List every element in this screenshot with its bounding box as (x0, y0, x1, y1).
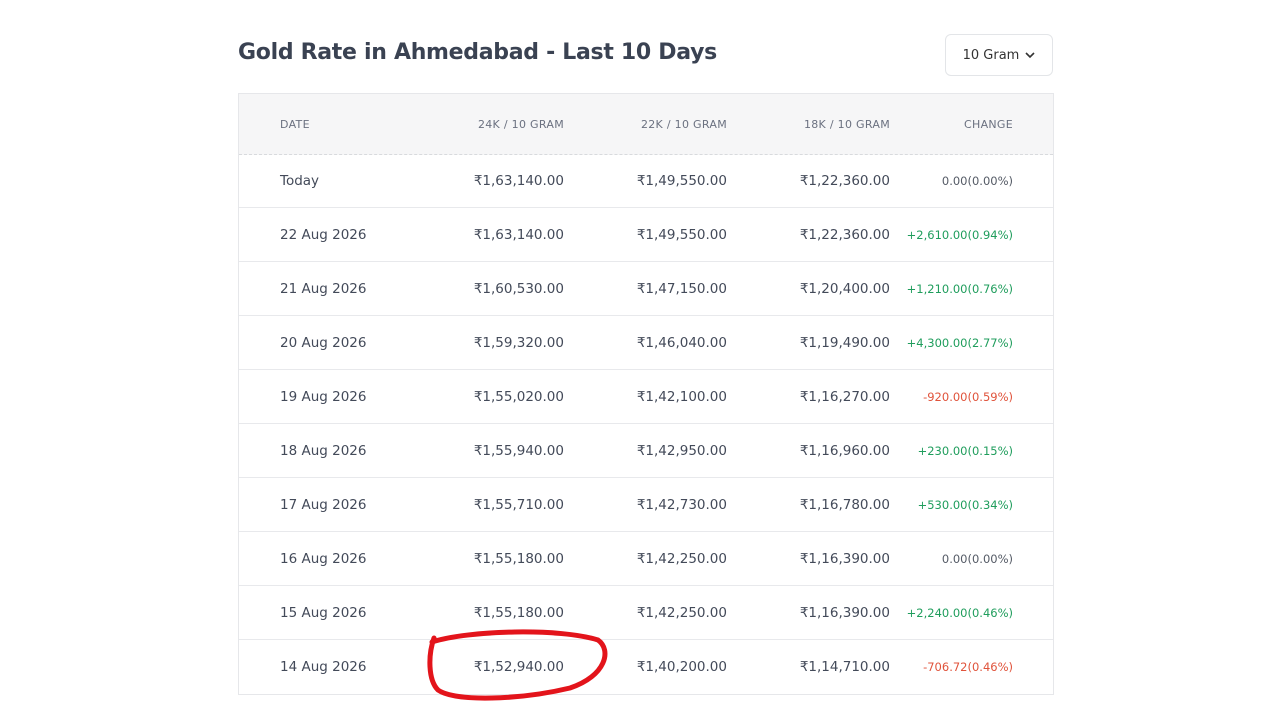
change-cell: +2,240.00(0.46%) (906, 605, 1013, 620)
rate-cell: ₹1,55,020.00 (473, 388, 564, 405)
change-cell: +2,610.00(0.94%) (906, 227, 1013, 242)
column-header: DATE (280, 117, 310, 131)
rate-cell: ₹1,46,040.00 (636, 334, 727, 351)
rate-cell: ₹1,42,100.00 (636, 388, 727, 405)
table-row: 20 Aug 2026 ₹1,59,320.00 ₹1,46,040.00 ₹1,19… (239, 316, 1053, 370)
rate-cell: ₹1,59,320.00 (473, 334, 564, 351)
rate-cell: ₹1,19,490.00 (799, 334, 890, 351)
table-row: 17 Aug 2026 ₹1,55,710.00 ₹1,42,730.00 ₹1,16… (239, 478, 1053, 532)
change-cell: -920.00(0.59%) (923, 389, 1013, 404)
rate-cell: ₹1,16,960.00 (799, 442, 890, 459)
rate-cell: ₹1,49,550.00 (636, 226, 727, 243)
rate-cell: ₹1,16,390.00 (799, 604, 890, 621)
rate-cell: ₹1,42,730.00 (636, 496, 727, 513)
rate-cell: ₹1,55,940.00 (473, 442, 564, 459)
change-cell: +4,300.00(2.77%) (906, 335, 1013, 350)
date-cell: 16 Aug 2026 (280, 550, 367, 567)
rate-cell: ₹1,55,180.00 (473, 604, 564, 621)
page-title: Gold Rate in Ahmedabad - Last 10 Days (238, 40, 717, 65)
rate-cell: ₹1,52,940.00 (473, 659, 564, 675)
rate-cell: ₹1,47,150.00 (636, 280, 727, 297)
table-row: 18 Aug 2026 ₹1,55,940.00 ₹1,42,950.00 ₹1,16… (239, 424, 1053, 478)
change-cell: 0.00(0.00%) (941, 551, 1013, 566)
date-cell: 20 Aug 2026 (280, 334, 367, 351)
change-cell: +230.00(0.15%) (917, 443, 1013, 458)
rate-cell: ₹1,55,710.00 (473, 496, 564, 513)
date-cell: 14 Aug 2026 (280, 659, 367, 675)
table-row: 22 Aug 2026 ₹1,63,140.00 ₹1,49,550.00 ₹1,22… (239, 208, 1053, 262)
rate-cell: ₹1,42,250.00 (636, 604, 727, 621)
unit-dropdown[interactable]: 10 Gram (945, 34, 1053, 76)
column-header: 22K / 10 GRAM (640, 117, 727, 131)
table-row: Today ₹1,63,140.00 ₹1,49,550.00 ₹1,22,360.0… (239, 154, 1053, 208)
rate-cell: ₹1,63,140.00 (473, 226, 564, 243)
rate-cell: ₹1,20,400.00 (799, 280, 890, 297)
column-header: 24K / 10 GRAM (477, 117, 564, 131)
date-cell: 17 Aug 2026 (280, 496, 367, 513)
table-row: 14 Aug 2026 ₹1,52,940.00 ₹1,40,200.00 ₹1,14… (239, 640, 1053, 694)
rate-cell: ₹1,14,710.00 (799, 659, 890, 675)
table-row: 21 Aug 2026 ₹1,60,530.00 ₹1,47,150.00 ₹1,20… (239, 262, 1053, 316)
rate-cell: ₹1,16,270.00 (799, 388, 890, 405)
rate-cell: ₹1,49,550.00 (636, 172, 727, 189)
change-cell: +530.00(0.34%) (917, 497, 1013, 512)
column-header: CHANGE (964, 117, 1013, 131)
date-cell: 15 Aug 2026 (280, 604, 367, 621)
rate-cell: ₹1,63,140.00 (473, 172, 564, 189)
date-cell: 19 Aug 2026 (280, 388, 367, 405)
change-cell: +1,210.00(0.76%) (906, 281, 1013, 296)
rate-cell: ₹1,40,200.00 (636, 659, 727, 675)
rate-cell: ₹1,22,360.00 (799, 172, 890, 189)
rate-cell: ₹1,16,780.00 (799, 496, 890, 513)
dropdown-label: 10 Gram (962, 47, 1020, 63)
rate-cell: ₹1,42,950.00 (636, 442, 727, 459)
change-cell: 0.00(0.00%) (941, 173, 1013, 188)
rate-cell: ₹1,42,250.00 (636, 550, 727, 567)
table-row: 19 Aug 2026 ₹1,55,020.00 ₹1,42,100.00 ₹1,16… (239, 370, 1053, 424)
date-cell: 21 Aug 2026 (280, 280, 367, 297)
table-header: DATE 24K / 10 GRAM 22K / 10 GRAM 18K / 10 G… (239, 94, 1053, 155)
column-header: 18K / 10 GRAM (803, 117, 890, 131)
date-cell: 18 Aug 2026 (280, 442, 367, 459)
change-cell: -706.72(0.46%) (923, 660, 1013, 674)
rate-cell: ₹1,60,530.00 (473, 280, 564, 297)
table-row: 16 Aug 2026 ₹1,55,180.00 ₹1,42,250.00 ₹1,16… (239, 532, 1053, 586)
rate-cell: ₹1,22,360.00 (799, 226, 890, 243)
chevron-icon (1025, 51, 1035, 58)
rate-cell: ₹1,55,180.00 (473, 550, 564, 567)
table-row: 15 Aug 2026 ₹1,55,180.00 ₹1,42,250.00 ₹1,16… (239, 586, 1053, 640)
rate-cell: ₹1,16,390.00 (799, 550, 890, 567)
rates-table: DATE 24K / 10 GRAM 22K / 10 GRAM 18K / 10 G… (238, 93, 1054, 695)
date-cell: 22 Aug 2026 (280, 226, 367, 243)
date-cell: Today (280, 172, 320, 189)
